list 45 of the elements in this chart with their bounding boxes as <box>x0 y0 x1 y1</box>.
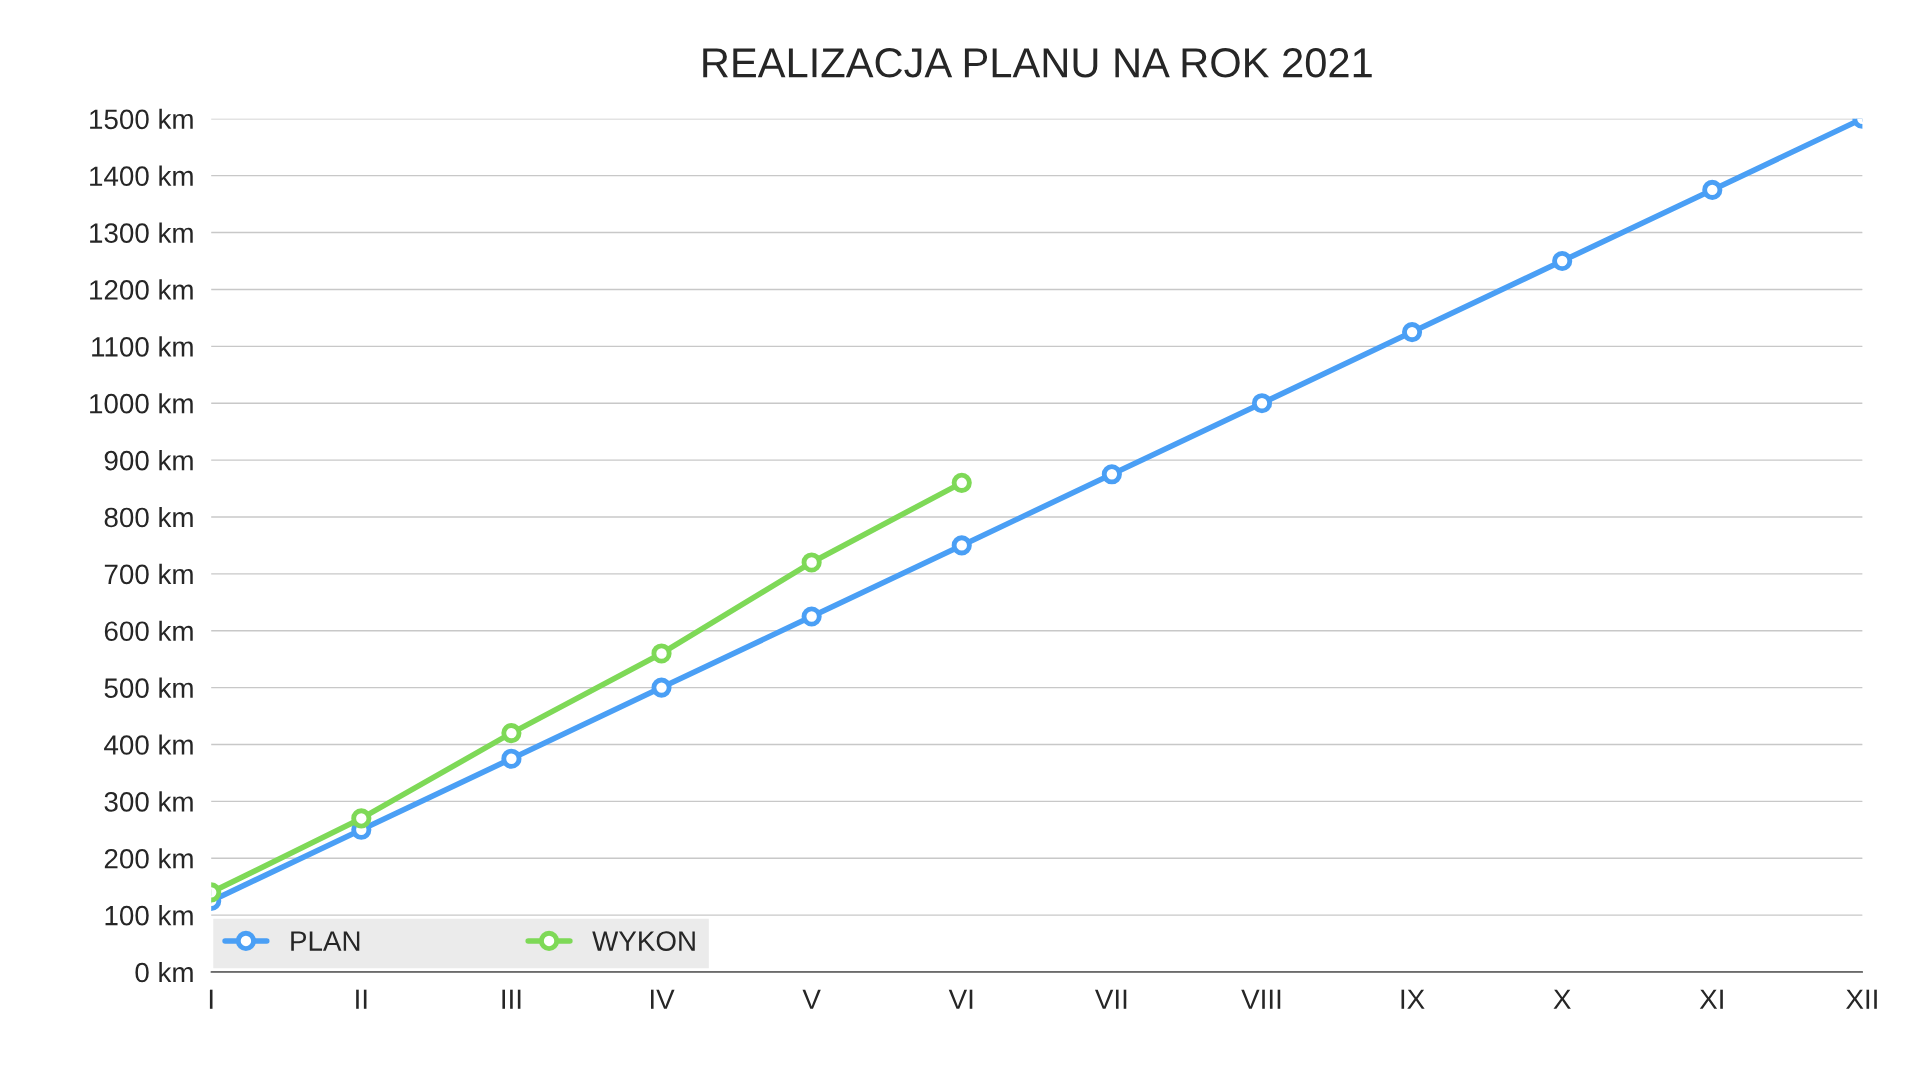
legend-label: WYKON <box>592 931 695 951</box>
point <box>801 606 822 627</box>
point <box>351 808 372 829</box>
x-tick-label: VII <box>1094 989 1127 1009</box>
x-tick-label: VIII <box>1241 989 1281 1009</box>
x-tick-label: IV <box>650 989 675 1009</box>
y-tick-label: 600 km <box>104 620 193 642</box>
point <box>1552 250 1573 272</box>
y-tick-label: 1400 km <box>90 165 193 187</box>
point <box>651 677 672 698</box>
y-tick-label: 800 km <box>104 506 193 528</box>
point <box>501 748 522 769</box>
x-tick-label: X <box>1553 989 1571 1009</box>
point <box>1251 393 1273 414</box>
y-tick-label: 400 km <box>104 734 193 755</box>
point <box>1101 464 1122 485</box>
chart-title: REALIZACJA PLANU NA ROK 2021 <box>703 48 1372 78</box>
point <box>951 535 972 556</box>
y-tick-label: 0 km <box>135 961 193 983</box>
y-tick-label: 1500 km <box>90 108 193 130</box>
x-tick-label: I <box>209 989 213 1009</box>
point <box>1702 179 1723 200</box>
y-tick-label: 1300 km <box>90 222 193 243</box>
y-tick-label: 100 km <box>105 905 193 926</box>
y-tick-label: 1100 km <box>92 336 193 357</box>
legend-label: PLAN <box>291 931 360 951</box>
y-tick-label: 300 km <box>104 791 193 812</box>
point <box>501 723 522 744</box>
point <box>651 643 672 664</box>
x-tick-label: VI <box>948 989 973 1009</box>
y-tick-label: 500 km <box>104 677 193 698</box>
x-tick-label: XI <box>1699 989 1723 1009</box>
x-tick-label: II <box>356 989 367 1009</box>
point <box>951 472 972 493</box>
x-tick-label: XII <box>1846 989 1877 1009</box>
x-tick-label: V <box>802 989 821 1009</box>
point <box>1402 322 1423 343</box>
y-tick-label: 1000 km <box>90 393 193 414</box>
y-tick-label: 700 km <box>104 563 193 585</box>
y-tick-label: 200 km <box>104 848 193 869</box>
x-tick-label: III <box>502 989 521 1009</box>
y-tick-label: 1200 km <box>90 279 193 300</box>
x-tick-label: IX <box>1401 989 1425 1009</box>
point <box>801 552 822 573</box>
y-tick-label: 900 km <box>104 450 193 471</box>
